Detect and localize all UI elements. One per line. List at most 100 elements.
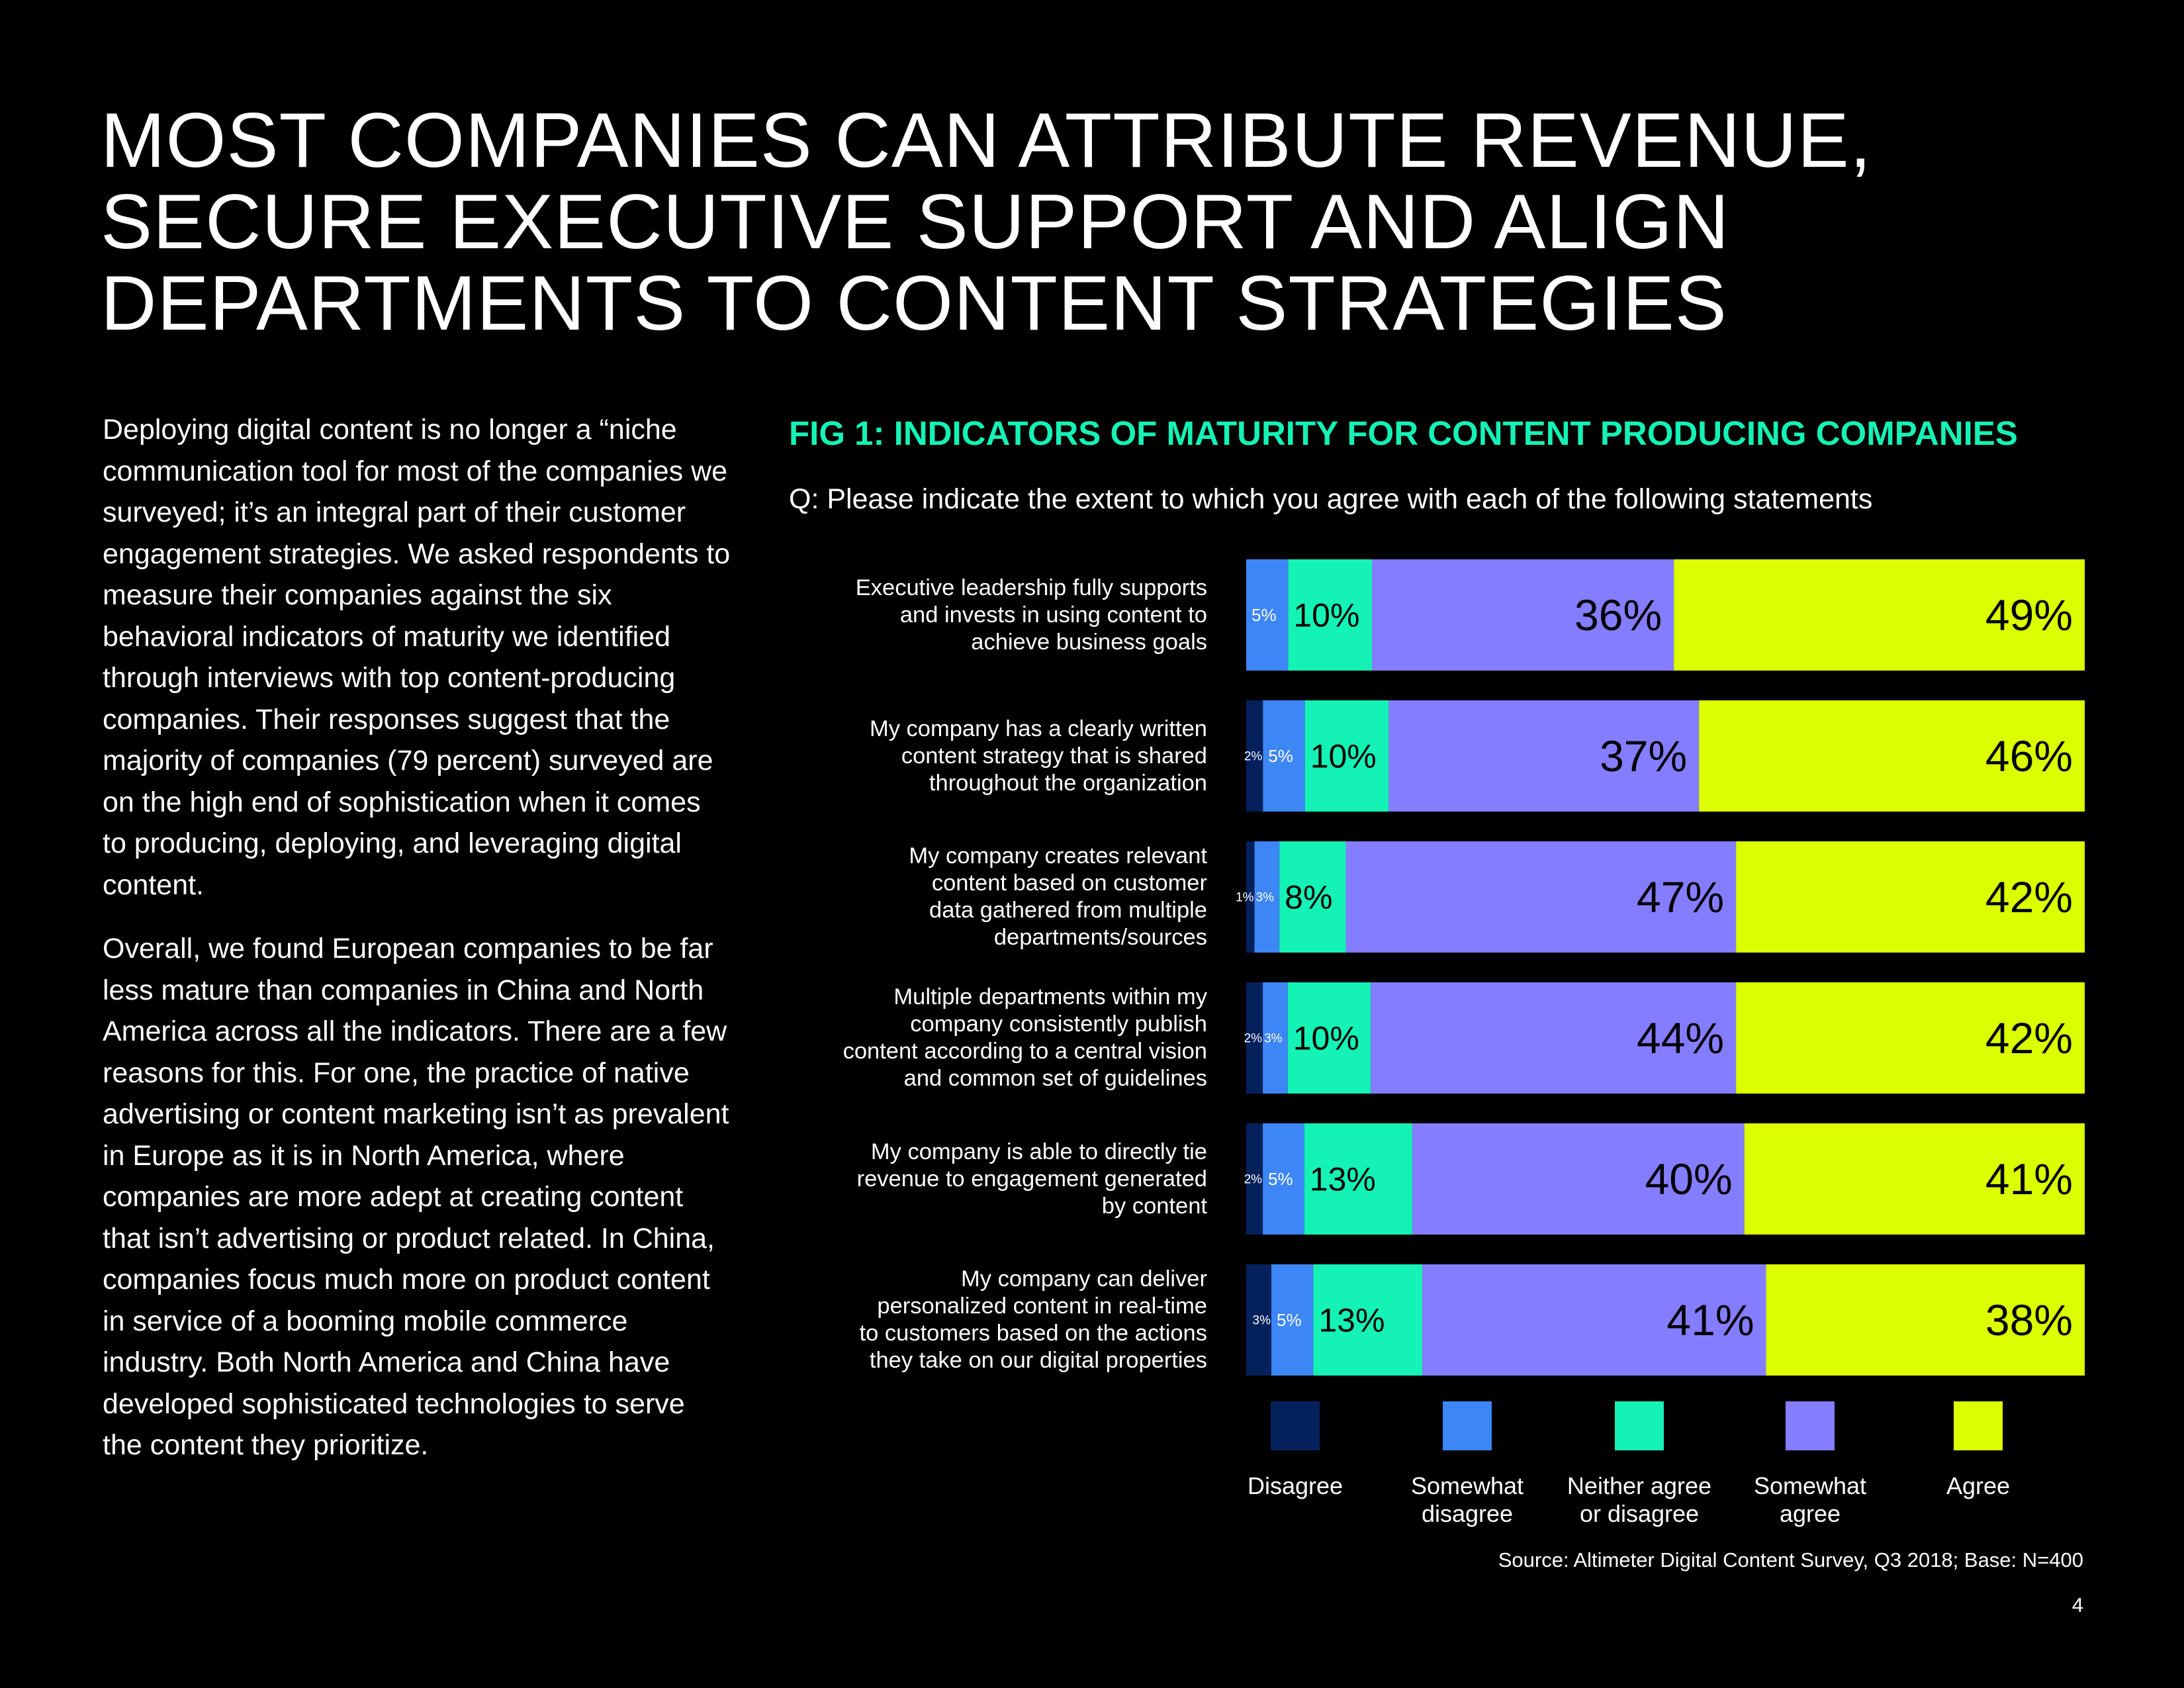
row-label: My company can deliver personalized conte… [744,1266,1207,1374]
data-label: 5% [1277,1310,1302,1330]
data-label: 13% [1318,1302,1385,1339]
row-label-line: Multiple departments within my [893,984,1207,1009]
row-label: Executive leadership fully supports and i… [744,575,1207,656]
row-label-line: throughout the organization [929,770,1207,796]
legend-label-line: Agree [1946,1472,2011,1499]
data-label: 40% [1645,1154,1733,1203]
data-label: 10% [1293,597,1359,634]
data-label: 3% [1264,1032,1283,1046]
row-label-line: by content [1101,1193,1207,1219]
bar-segment-neither-agree-or-disagree [1313,1264,1423,1376]
bar-segment-agree [1736,982,2085,1094]
legend-swatch [1786,1401,1835,1450]
bar-segment-somewhat-disagree [1271,1264,1314,1376]
data-label: 10% [1293,1020,1359,1057]
legend-swatch [1954,1401,2003,1450]
row-label-line: personalized content in real-time [877,1293,1207,1319]
bar-segment-disagree [1246,700,1263,812]
row-label-line: revenue to engagement generated [856,1166,1207,1192]
row-label-line: My company creates relevant [909,843,1207,868]
data-label: 3% [1256,891,1275,905]
bar-segment-neither-agree-or-disagree [1304,700,1389,812]
data-label: 41% [1666,1295,1754,1344]
headline-line: MOST COMPANIES CAN ATTRIBUTE REVENUE, [101,97,1872,183]
bar-segment-agree [1674,559,2085,671]
legend-label: Somewhat disagree [1378,1472,1557,1528]
bar-segment-agree [1736,841,2085,953]
legend-swatch [1443,1401,1492,1450]
row-label-line: My company has a clearly written [869,716,1207,741]
data-label: 1% [1236,891,1254,905]
data-label: 13% [1310,1161,1376,1198]
row-label-line: content strategy that is shared [901,743,1207,769]
data-label: 49% [1985,590,2073,639]
bar-segment-disagree [1246,841,1255,953]
bar-segment-somewhat-agree [1388,700,1700,812]
legend-label-line: agree [1779,1500,1841,1527]
data-label: 5% [1268,746,1293,766]
legend-label-line: or disagree [1579,1500,1700,1527]
headline-line: SECURE EXECUTIVE SUPPORT AND ALIGN [101,178,1730,265]
legend-label-line: Somewhat [1753,1472,1867,1499]
legend-label: Disagree [1206,1472,1385,1500]
row-label-line: My company can deliver [961,1266,1207,1291]
legend-swatch [1615,1401,1664,1450]
row-label-line: they take on our digital properties [869,1348,1207,1373]
legend-label-line: Somewhat [1410,1472,1524,1499]
page-number: 4 [2071,1593,2083,1617]
bar-segment-disagree [1246,982,1263,1094]
data-label: 42% [1985,1013,2073,1062]
row-label-line: content according to a central vision [842,1039,1207,1064]
row-label-line: and common set of guidelines [903,1066,1207,1091]
bar-segment-somewhat-disagree [1246,559,1289,671]
bar-segment-disagree [1246,1123,1263,1235]
data-label: 2% [1244,1032,1263,1046]
data-label: 3% [1253,1314,1271,1328]
bar-segment-neither-agree-or-disagree [1279,841,1346,953]
data-label: 46% [1985,731,2073,780]
source-note: Source: Altimeter Digital Content Survey… [1498,1548,2083,1571]
bar-segment-somewhat-agree [1372,559,1674,671]
bar-segment-agree [1744,1123,2085,1235]
legend-swatch [1271,1401,1320,1450]
row-label: My company is able to directly tie revenu… [744,1139,1207,1220]
figure-question: Q: Please indicate the extent to which y… [789,483,1873,515]
body-text: Deploying digital content is no longer a… [103,409,731,1489]
data-label: 8% [1285,879,1332,916]
data-label: 2% [1244,750,1263,764]
data-label: 38% [1985,1295,2073,1344]
bar-segment-somewhat-disagree [1263,1123,1304,1235]
row-label-line: My company is able to directly tie [870,1139,1207,1164]
row-label-line: to customers based on the actions [859,1321,1207,1346]
data-label: 44% [1637,1013,1724,1062]
data-label: 10% [1310,738,1377,775]
data-label: 5% [1251,605,1277,625]
row-label: My company has a clearly written content … [744,716,1207,797]
row-label-line: content based on customer [931,870,1207,896]
row-label-line: achieve business goals [971,629,1207,655]
row-label: My company creates relevant content based… [744,843,1207,951]
bar-segment-agree [1699,700,2085,812]
data-label: 2% [1244,1173,1263,1187]
row-label-line: Executive leadership fully supports [855,575,1207,600]
body-paragraph: Overall, we found European companies to … [103,933,729,1461]
data-label: 37% [1600,731,1687,780]
row-label-line: data gathered from multiple [929,898,1207,923]
data-label: 42% [1985,872,2073,921]
row-label-line: departments/sources [993,925,1207,950]
bar-segment-disagree [1246,1264,1272,1376]
row-label-line: and invests in using content to [899,602,1207,628]
bar-segment-somewhat-agree [1412,1123,1745,1235]
bar-segment-somewhat-disagree [1263,700,1305,812]
data-label: 36% [1574,590,1662,639]
headline-line: DEPARTMENTS TO CONTENT STRATEGIES [101,259,1727,346]
headline: MOST COMPANIES CAN ATTRIBUTE REVENUE, SE… [101,99,2086,344]
bar-segment-somewhat-agree [1371,982,1737,1094]
bar-segment-neither-agree-or-disagree [1288,559,1373,671]
data-label: 5% [1268,1169,1293,1189]
data-label: 41% [1985,1154,2073,1203]
legend-label: Neither agree or disagree [1550,1472,1729,1528]
bar-segment-somewhat-agree [1422,1264,1766,1376]
bar-segment-neither-agree-or-disagree [1287,982,1371,1094]
bar-segment-somewhat-disagree [1263,982,1288,1094]
